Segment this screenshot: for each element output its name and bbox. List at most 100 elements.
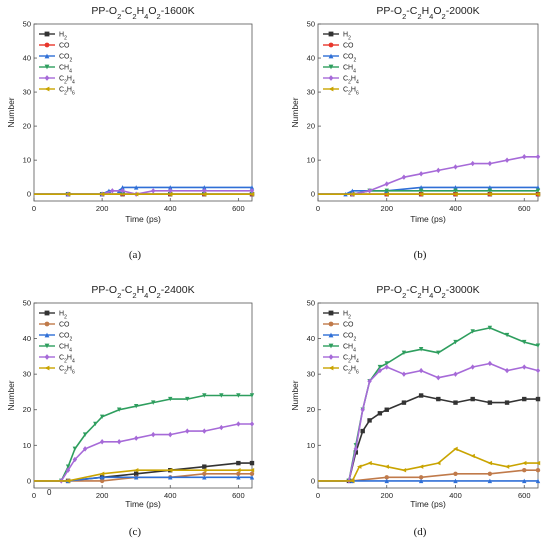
legend-label: H2	[343, 311, 351, 321]
data-point	[401, 350, 407, 356]
data-point	[487, 185, 493, 190]
data-point	[535, 367, 541, 374]
legend-marker	[44, 310, 50, 316]
data-point	[249, 191, 255, 197]
legend-marker	[328, 42, 334, 48]
data-point	[133, 185, 139, 190]
data-point	[202, 468, 207, 473]
y-tick-label: 40	[307, 54, 315, 63]
x-tick-label: 0	[32, 204, 36, 213]
legend-label: C2H4	[59, 355, 75, 365]
x-tick-label: 400	[164, 204, 177, 213]
data-point	[202, 475, 207, 480]
data-point	[236, 475, 241, 480]
data-point	[418, 464, 424, 469]
data-point	[168, 185, 173, 190]
data-point	[418, 191, 424, 197]
data-point	[168, 468, 173, 473]
x-tick-label: 200	[380, 491, 393, 500]
data-point	[185, 396, 190, 402]
data-point	[82, 432, 88, 437]
series-3	[34, 393, 255, 484]
data-point	[93, 421, 98, 427]
data-point	[535, 460, 541, 466]
data-point	[418, 188, 424, 193]
series-0	[318, 393, 541, 484]
data-point	[535, 154, 541, 160]
data-point	[133, 475, 139, 480]
data-point	[504, 400, 510, 405]
legend-marker	[44, 332, 50, 338]
data-point	[377, 364, 383, 370]
legend-marker	[44, 42, 50, 48]
data-point	[487, 471, 493, 476]
y-tick-label: 0	[311, 476, 315, 485]
legend-label: CH4	[59, 344, 72, 354]
data-point	[487, 191, 493, 197]
data-point	[401, 371, 407, 377]
legend-label: H2	[343, 32, 351, 42]
x-axis-label: Time (ps)	[410, 499, 446, 509]
y-tick-label: 50	[307, 20, 315, 29]
legend-marker	[328, 75, 334, 81]
data-point	[401, 400, 407, 405]
data-point	[151, 188, 156, 194]
panel-caption: (d)	[414, 526, 427, 538]
legend-marker	[44, 354, 50, 360]
data-point	[133, 471, 139, 476]
data-point	[202, 464, 207, 469]
data-point	[384, 181, 389, 187]
data-point	[120, 188, 125, 194]
legend-label: CO2	[59, 54, 73, 64]
legend-marker	[44, 365, 50, 371]
legend-label: CO	[343, 43, 354, 50]
y-tick-label: 40	[23, 334, 31, 343]
data-point	[522, 396, 527, 402]
y-tick-label: 20	[307, 122, 315, 131]
data-point	[418, 475, 424, 480]
data-point	[522, 478, 527, 484]
series-line	[318, 156, 538, 195]
plot-frame	[317, 23, 539, 202]
data-point	[436, 167, 441, 174]
legend-marker	[328, 31, 334, 37]
data-point	[453, 471, 458, 476]
y-tick-label: 20	[23, 405, 31, 414]
data-point	[436, 350, 441, 356]
y-tick-label: 10	[23, 441, 31, 450]
data-point	[249, 188, 255, 194]
series-5	[318, 191, 541, 197]
y-axis-label: Number	[290, 97, 300, 127]
chart-panel-3: PP-O2-C2H4O2-3000K 0 10 20 30 40 50 0 200 400 600 T…	[290, 284, 541, 538]
x-tick-label: 600	[232, 204, 245, 213]
data-point	[453, 185, 458, 190]
legend-marker	[328, 332, 334, 338]
data-point	[249, 393, 255, 398]
data-point	[110, 188, 115, 194]
data-point	[487, 360, 493, 367]
data-point	[453, 191, 458, 197]
data-point	[82, 446, 88, 452]
data-point	[453, 164, 458, 170]
x-tick-label: 200	[96, 491, 109, 500]
legend-marker	[328, 310, 334, 316]
series-5	[318, 446, 541, 484]
data-point	[535, 188, 541, 193]
data-point	[72, 456, 78, 463]
data-point	[99, 439, 105, 445]
series-4	[318, 154, 541, 197]
y-tick-label: 0	[27, 190, 31, 199]
data-point	[151, 431, 156, 438]
data-point	[185, 428, 190, 434]
data-point	[487, 460, 493, 466]
series-line	[34, 394, 252, 482]
data-point	[236, 421, 241, 427]
data-point	[367, 460, 372, 466]
data-point	[202, 191, 207, 197]
data-point	[470, 364, 475, 370]
y-tick-label: 50	[23, 299, 31, 308]
y-tick-label: 30	[307, 370, 315, 379]
data-point	[453, 339, 458, 345]
